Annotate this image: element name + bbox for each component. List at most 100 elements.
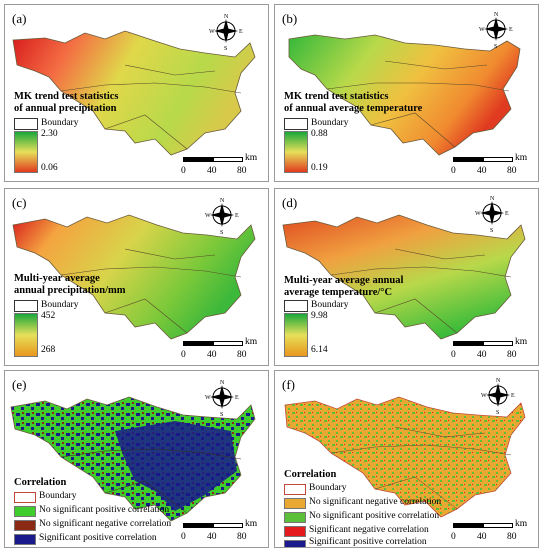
- svg-text:W: W: [475, 211, 481, 217]
- scale-tick: 0: [181, 350, 186, 360]
- boundary-label: Boundary: [41, 118, 79, 128]
- legend-item: Significant negative correlation: [309, 525, 429, 535]
- map-correlation-f: [284, 396, 526, 518]
- legend-item: No significant negative correlation: [39, 519, 172, 529]
- boundary-swatch: [284, 484, 306, 495]
- ramp-min: 0.19: [311, 163, 328, 173]
- scale-unit: km: [515, 153, 528, 163]
- scale-tick: 0: [181, 532, 186, 542]
- svg-text:S: S: [496, 410, 499, 415]
- svg-text:W: W: [209, 29, 215, 35]
- legend-item: No significant positive correlation: [309, 511, 440, 521]
- svg-text:N: N: [220, 380, 225, 386]
- legend-swatch-nosig-neg: [14, 520, 36, 531]
- scale-tick: 40: [477, 532, 487, 542]
- scale-tick: 0: [451, 166, 456, 176]
- legend-swatch-nosig-pos: [284, 512, 306, 523]
- north-arrow-icon: N S W E: [205, 377, 239, 418]
- scale-unit: km: [245, 519, 258, 529]
- scale-tick: 0: [181, 166, 186, 176]
- legend-swatch-sig-pos: [284, 540, 306, 547]
- legend-swatch-nosig-pos: [14, 506, 36, 517]
- map-temp-average: [282, 214, 526, 340]
- map-correlation-e: [10, 396, 256, 522]
- ramp-max: 2.30: [41, 129, 58, 139]
- svg-text:W: W: [205, 213, 211, 219]
- svg-text:E: E: [235, 395, 239, 401]
- svg-text:E: E: [239, 29, 243, 35]
- scale-tick: 80: [507, 350, 517, 360]
- ramp-max: 452: [41, 311, 56, 321]
- ramp-min: 6.14: [311, 345, 328, 355]
- legend-item: No significant positive correlation: [39, 505, 170, 515]
- panel-label: (e): [12, 377, 27, 392]
- ramp-min: 0.06: [41, 163, 58, 173]
- boundary-label: Boundary: [309, 483, 347, 493]
- boundary-label: Boundary: [39, 491, 77, 501]
- panel-a: (a) MK trend test statistics of annual p…: [4, 4, 269, 182]
- boundary-label: Boundary: [41, 300, 79, 310]
- ramp-min: 268: [41, 345, 56, 355]
- panel-label: (f): [282, 377, 295, 392]
- scale-tick: 40: [477, 350, 487, 360]
- panel-label: (c): [12, 195, 27, 210]
- legend-item: No significant negative correlation: [309, 497, 442, 507]
- legend-item: Significant positive correlation: [309, 537, 427, 547]
- svg-text:W: W: [205, 395, 211, 401]
- panel-b: (b) MK trend test statistics of annual a…: [274, 4, 539, 182]
- scale-tick: 0: [451, 350, 456, 360]
- svg-text:W: W: [479, 27, 485, 33]
- legend-title: Correlation: [14, 477, 67, 488]
- color-ramp: [284, 313, 308, 357]
- panel-label: (b): [282, 11, 298, 26]
- legend-title-line1: MK trend test statistics: [14, 91, 119, 102]
- legend-swatch-sig-neg: [284, 526, 306, 537]
- north-arrow-icon: N S W E: [479, 9, 513, 50]
- north-arrow-icon: N S W E: [205, 195, 239, 236]
- svg-text:S: S: [220, 412, 223, 417]
- scale-tick: 40: [207, 166, 217, 176]
- map-temp-trend: [288, 34, 521, 156]
- panel-label: (d): [282, 195, 298, 210]
- map-precip-average: [12, 214, 256, 340]
- svg-text:S: S: [494, 44, 497, 49]
- boundary-swatch: [284, 118, 308, 130]
- panel-label: (a): [12, 11, 27, 26]
- legend-title-line2: of annual average temperature: [284, 103, 423, 114]
- svg-text:N: N: [220, 198, 225, 204]
- scale-tick: 0: [451, 532, 456, 542]
- map-precip-trend: [12, 30, 256, 156]
- svg-text:S: S: [490, 228, 493, 233]
- ramp-max: 0.88: [311, 129, 328, 139]
- scale-tick: 80: [507, 166, 517, 176]
- legend-item: Significant positive correlation: [39, 533, 157, 543]
- svg-text:E: E: [235, 213, 239, 219]
- north-arrow-icon: N S W E: [475, 193, 509, 234]
- legend-swatch-nosig-neg: [284, 498, 306, 509]
- svg-text:S: S: [220, 230, 223, 235]
- svg-text:N: N: [224, 14, 229, 20]
- scale-tick: 40: [207, 532, 217, 542]
- color-ramp: [14, 313, 38, 357]
- north-arrow-icon: N S W E: [209, 11, 243, 52]
- legend-title-line2: of annual precipitation: [14, 103, 117, 114]
- scale-tick: 80: [237, 350, 247, 360]
- boundary-swatch: [14, 492, 36, 503]
- north-arrow-icon: N S W E: [481, 375, 515, 416]
- ramp-max: 9.98: [311, 311, 328, 321]
- legend-title-line1: Multi-year average annual: [284, 275, 404, 286]
- boundary-swatch: [284, 300, 308, 312]
- legend-title-line1: MK trend test statistics: [284, 91, 389, 102]
- color-ramp: [284, 131, 308, 173]
- scale-tick: 80: [237, 532, 247, 542]
- svg-text:E: E: [505, 211, 509, 217]
- panel-f: (f) Correlation Boundary No significant …: [274, 370, 539, 548]
- boundary-label: Boundary: [311, 300, 349, 310]
- scale-unit: km: [245, 337, 258, 347]
- legend-title: Correlation: [284, 469, 337, 480]
- boundary-swatch: [14, 118, 38, 130]
- svg-text:W: W: [481, 393, 487, 399]
- scale-tick: 40: [477, 166, 487, 176]
- legend-title-line1: Multi-year average: [14, 273, 100, 284]
- legend-title-line2: annual precipitation/mm: [14, 285, 126, 296]
